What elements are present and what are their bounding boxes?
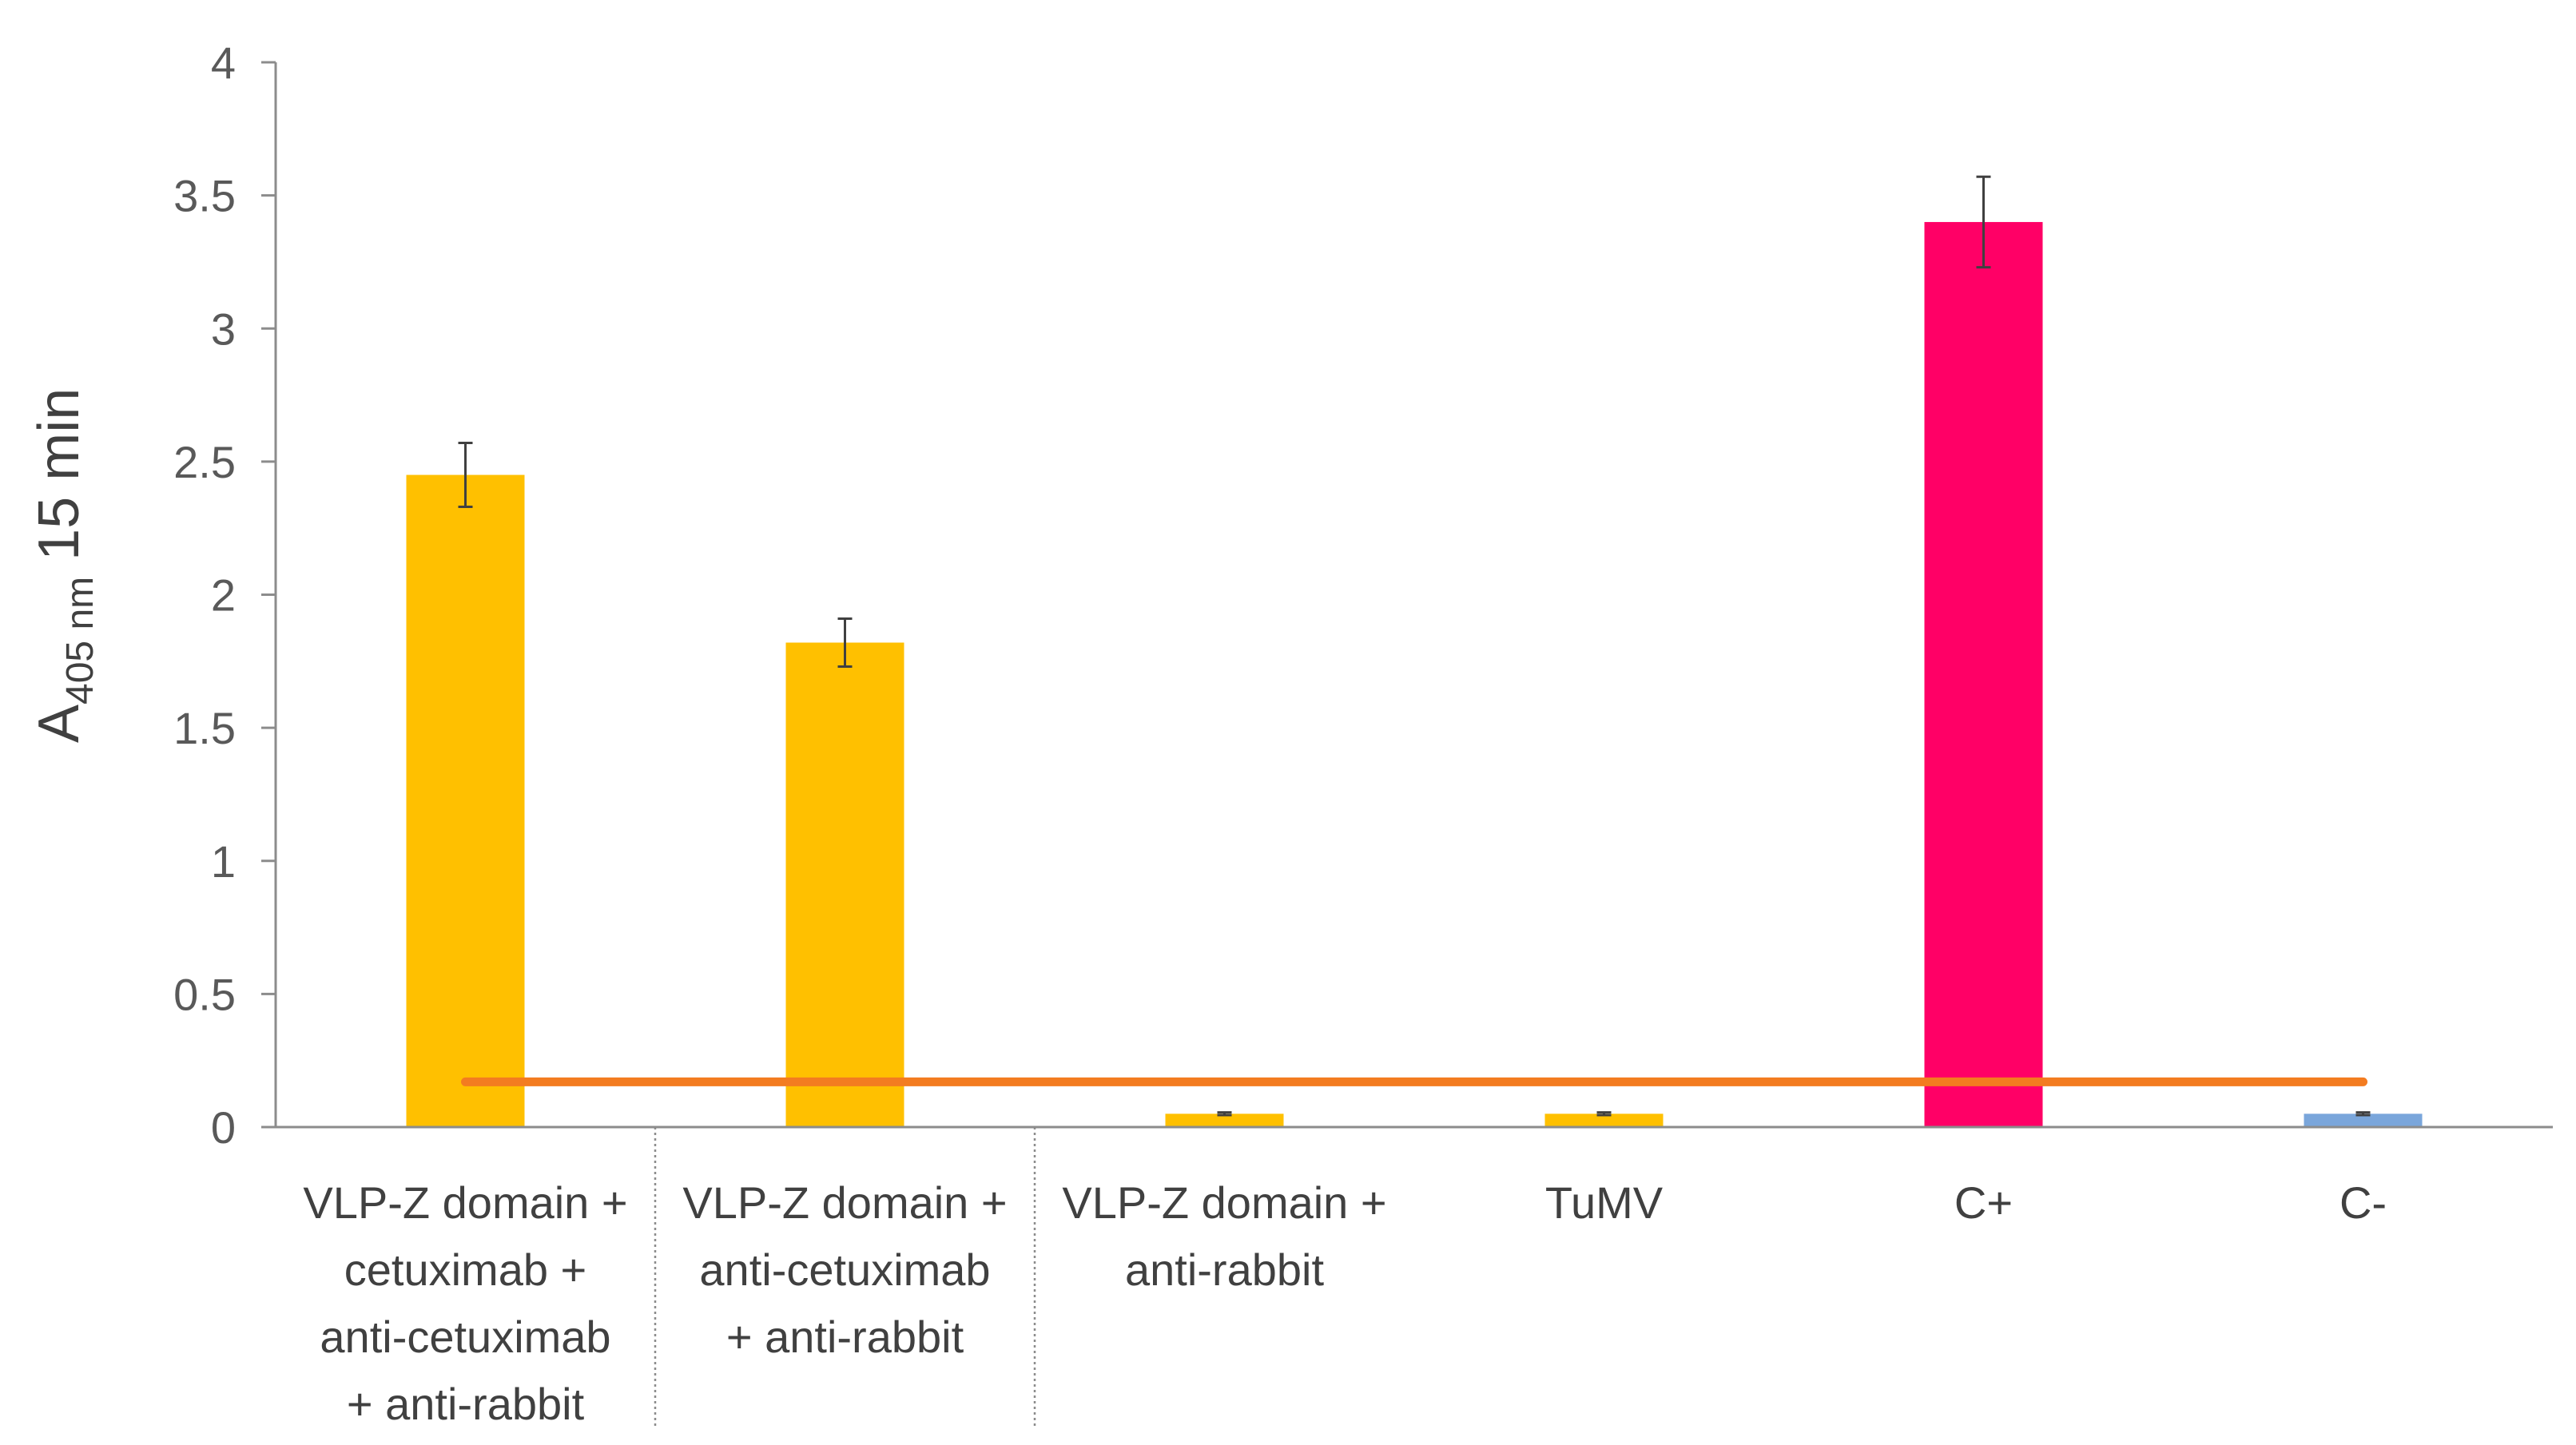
bar — [1165, 1114, 1284, 1127]
y-axis-label-main: A — [27, 705, 91, 743]
y-tick-label: 4 — [211, 38, 236, 88]
x-tick-label: cetuximab + — [344, 1245, 587, 1295]
error-bars — [458, 175, 2371, 1117]
x-tick-label: anti-cetuximab — [699, 1245, 990, 1295]
y-tick-label: 2.5 — [173, 437, 236, 487]
y-tick-label: 1.5 — [173, 703, 236, 753]
x-tick-label: anti-rabbit — [1125, 1245, 1324, 1295]
bar — [785, 642, 904, 1127]
x-tick-label: TuMV — [1545, 1177, 1664, 1228]
x-tick-label: C+ — [1954, 1177, 2013, 1228]
x-tick-label: anti-cetuximab — [320, 1312, 610, 1362]
y-tick-label: 3.5 — [173, 171, 236, 221]
bar — [2304, 1114, 2423, 1127]
bar — [406, 474, 525, 1127]
y-tick-label: 0 — [211, 1102, 236, 1153]
x-tick-label: + anti-rabbit — [726, 1312, 964, 1362]
bar — [1924, 221, 2043, 1128]
x-tick-label: VLP-Z domain + — [303, 1177, 627, 1228]
y-axis-title: A405 nm 15 min — [27, 388, 101, 743]
y-axis-label-suffix: 15 min — [27, 388, 91, 577]
x-axis-labels: VLP-Z domain + cetuximab + anti-cetuximab +… — [303, 1177, 2387, 1429]
y-tick-label: 1 — [211, 836, 236, 887]
x-tick-label: C- — [2339, 1177, 2387, 1228]
x-tick-label: VLP-Z domain + — [1062, 1177, 1386, 1228]
x-tick-label: + anti-rabbit — [347, 1379, 585, 1429]
y-tick-label: 2 — [211, 570, 236, 621]
y-tick-label: 3 — [211, 304, 236, 354]
y-axis: 0 0.5 1 1.5 2 2.5 3 3.5 4 — [173, 38, 277, 1153]
y-tick-label: 0.5 — [173, 969, 236, 1019]
x-tick-label: VLP-Z domain + — [682, 1177, 1007, 1228]
y-axis-label-subscript: 405 nm — [59, 577, 101, 705]
y-axis-label: A405 nm 15 min — [27, 388, 101, 743]
bars — [406, 221, 2423, 1128]
x-axis — [276, 1125, 2553, 1426]
bar — [1544, 1114, 1664, 1127]
